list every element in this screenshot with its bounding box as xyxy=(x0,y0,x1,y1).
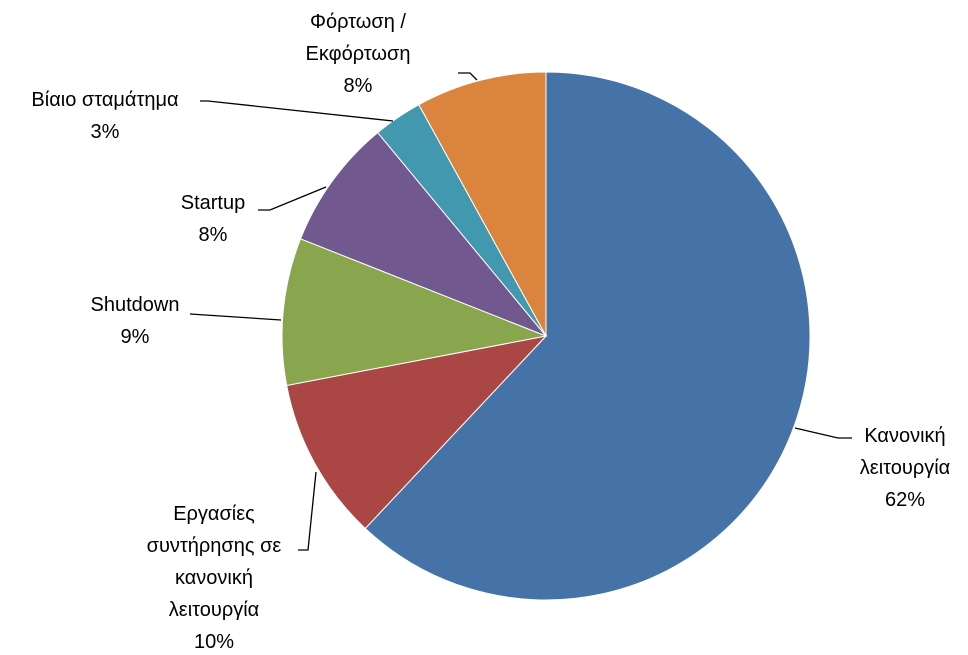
slice-label-box: Startup 8% xyxy=(148,187,278,251)
pie xyxy=(281,71,811,601)
slice-label-box: Βίαιο σταμάτημα 3% xyxy=(0,84,220,148)
slice-label: Startup 8% xyxy=(148,187,278,251)
pie-slice xyxy=(364,71,811,601)
slice-label: Shutdown 9% xyxy=(70,289,200,353)
leader-line xyxy=(794,427,852,439)
value-label: 10% xyxy=(193,631,235,653)
category-label: Κανονική λειτουργία xyxy=(859,425,951,479)
slice-label: Κανονική λειτουργία 62% xyxy=(840,420,968,516)
category-label: Φόρτωση / Εκφόρτωση xyxy=(305,11,411,65)
slice-label: Φόρτωση / Εκφόρτωση 8% xyxy=(293,6,423,102)
category-label: Startup xyxy=(180,192,246,214)
slice-label-box: Shutdown 9% xyxy=(70,289,200,353)
pie-slice xyxy=(286,335,548,530)
value-label: 62% xyxy=(884,489,926,511)
slice-label: Βίαιο σταμάτημα 3% xyxy=(0,84,220,148)
leader-line xyxy=(458,72,478,81)
leader-line xyxy=(189,313,282,321)
leader-lines xyxy=(189,72,852,551)
slice-label-box: Κανονική λειτουργία 62% xyxy=(840,420,968,516)
leader-line xyxy=(258,186,327,211)
pie-slice xyxy=(418,71,547,337)
leader-line xyxy=(200,100,394,122)
pie-slice xyxy=(299,131,547,337)
category-label: Βίαιο σταμάτημα xyxy=(31,89,179,111)
value-label: 9% xyxy=(120,326,150,348)
pie-slice xyxy=(281,238,548,387)
slice-label-box: Εργασίες συντήρησης σε κανονική λειτουργ… xyxy=(139,498,289,655)
value-label: 8% xyxy=(343,75,373,97)
category-label: Shutdown xyxy=(90,294,180,316)
leader-line xyxy=(298,471,317,551)
value-label: 8% xyxy=(198,224,228,246)
value-label: 3% xyxy=(90,121,120,143)
category-label: Εργασίες συντήρησης σε κανονική λειτουργ… xyxy=(146,503,282,621)
slice-label-box: Φόρτωση / Εκφόρτωση 8% xyxy=(293,6,423,102)
slice-label: Εργασίες συντήρησης σε κανονική λειτουργ… xyxy=(139,498,289,655)
